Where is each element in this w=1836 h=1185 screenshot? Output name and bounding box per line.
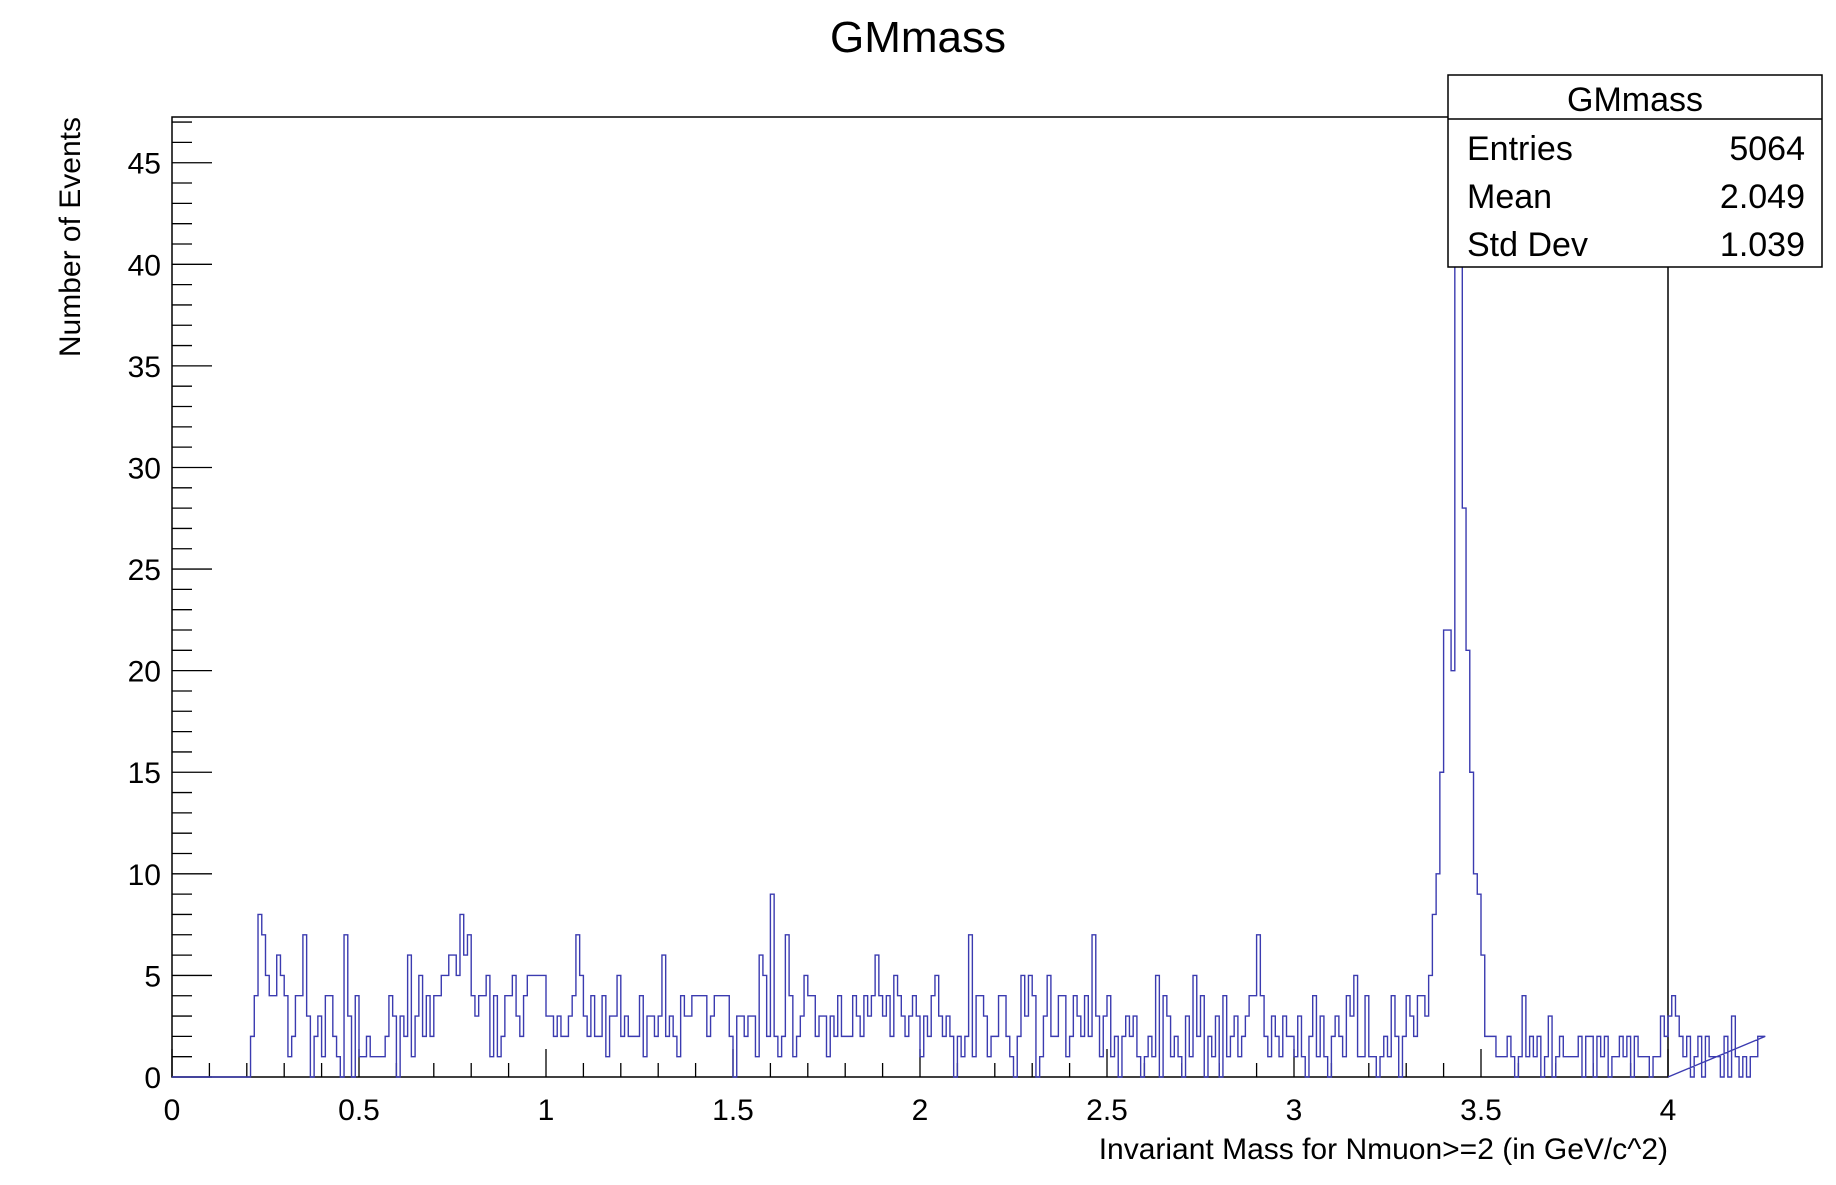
stats-mean-value: 2.049 xyxy=(1720,178,1805,216)
x-tick-label: 1.5 xyxy=(712,1094,754,1127)
y-tick-label: 30 xyxy=(128,452,161,485)
y-tick-label: 0 xyxy=(144,1062,161,1095)
y-tick-labels: 0 5 10 15 20 25 30 35 40 45 xyxy=(128,148,161,1095)
y-tick-label: 20 xyxy=(128,656,161,689)
x-tick-label: 3.5 xyxy=(1460,1094,1502,1127)
x-tick-label: 1 xyxy=(538,1094,555,1127)
y-axis-label: Number of Events xyxy=(54,117,87,357)
x-tick-label: 3 xyxy=(1286,1094,1303,1127)
stats-mean-label: Mean xyxy=(1467,178,1552,216)
stats-entries-label: Entries xyxy=(1467,130,1573,168)
x-tick-label: 4 xyxy=(1660,1094,1677,1127)
y-tick-label: 5 xyxy=(144,960,161,993)
y-tick-label: 35 xyxy=(128,351,161,384)
x-tick-labels: 0 0.5 1 1.5 2 2.5 3 3.5 4 xyxy=(164,1094,1677,1127)
x-tick-label: 0 xyxy=(164,1094,181,1127)
chart-title: GMmass xyxy=(830,13,1006,62)
x-tick-label: 0.5 xyxy=(338,1094,380,1127)
stats-stddev-value: 1.039 xyxy=(1720,226,1805,264)
y-tick-label: 40 xyxy=(128,249,161,282)
histogram-line xyxy=(172,162,1766,1078)
stats-entries-value: 5064 xyxy=(1729,130,1805,168)
x-tick-label: 2 xyxy=(912,1094,929,1127)
y-tick-label: 45 xyxy=(128,148,161,181)
stats-box: GMmass Entries 5064 Mean 2.049 Std Dev 1… xyxy=(1447,74,1823,268)
stats-stddev-label: Std Dev xyxy=(1467,226,1588,264)
y-tick-label: 10 xyxy=(128,859,161,892)
stats-box-title: GMmass xyxy=(1567,81,1703,119)
y-tick-label: 25 xyxy=(128,554,161,587)
x-axis-label: Invariant Mass for Nmuon>=2 (in GeV/c^2) xyxy=(1099,1133,1668,1166)
y-tick-label: 15 xyxy=(128,757,161,790)
stats-box-frame xyxy=(1447,74,1823,268)
x-tick-label: 2.5 xyxy=(1086,1094,1128,1127)
